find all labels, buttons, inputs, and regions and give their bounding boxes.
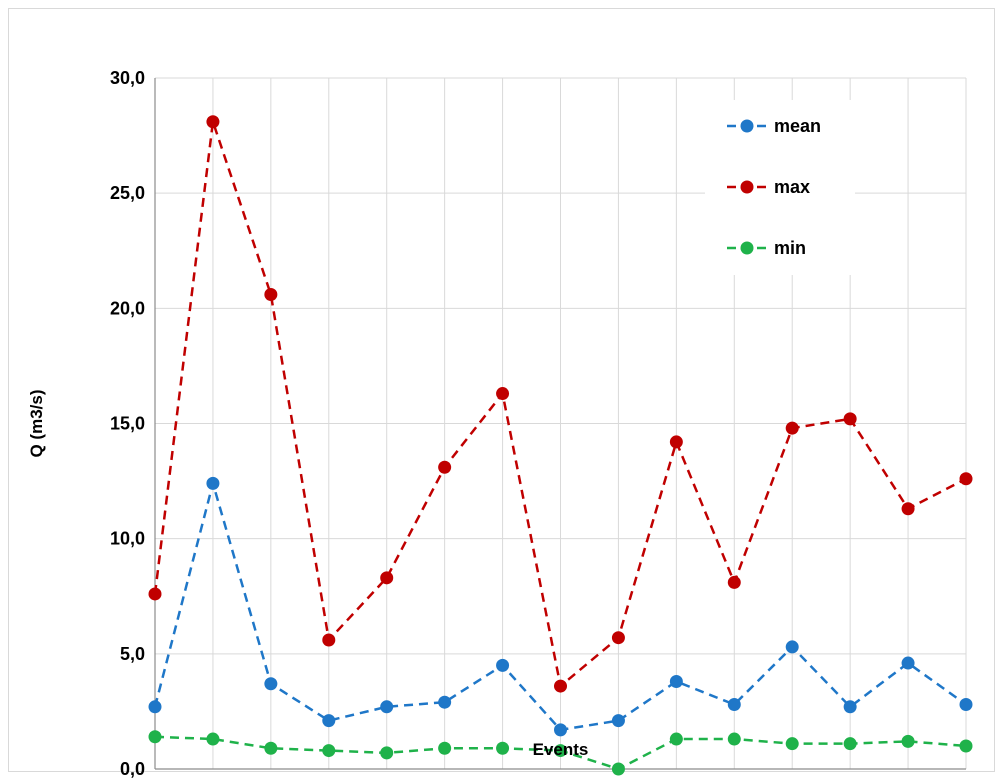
y-axis-title: Q (m3/s) — [27, 389, 46, 457]
data-point-mean — [554, 723, 567, 737]
data-point-max — [496, 387, 510, 401]
data-point-mean — [959, 698, 973, 712]
data-point-mean — [206, 476, 220, 490]
data-point-mean — [148, 700, 162, 714]
data-point-max — [727, 575, 741, 589]
data-point-mean — [901, 656, 915, 670]
data-point-max — [264, 288, 278, 302]
legend-marker-min — [740, 241, 754, 255]
data-point-mean — [727, 698, 741, 712]
data-point-mean — [843, 700, 857, 714]
data-point-min — [438, 741, 452, 755]
data-point-min — [611, 762, 625, 776]
data-point-mean — [438, 695, 452, 709]
data-point-min — [554, 744, 567, 758]
data-point-max — [148, 587, 162, 601]
data-point-mean — [322, 714, 336, 728]
y-tick-label: 20,0 — [110, 298, 145, 318]
y-tick-label: 30,0 — [110, 68, 145, 88]
data-point-min — [496, 741, 510, 755]
data-point-min — [669, 732, 683, 746]
data-point-min — [148, 730, 162, 744]
data-point-min — [727, 732, 741, 746]
data-point-max — [322, 633, 336, 647]
data-point-max — [785, 421, 799, 435]
axes: 0,05,010,015,020,025,030,012345678910111… — [110, 68, 966, 779]
legend-marker-max — [740, 180, 754, 194]
y-tick-label: 15,0 — [110, 414, 145, 434]
data-point-mean — [380, 700, 394, 714]
data-point-max — [669, 435, 683, 449]
data-point-min — [380, 746, 394, 760]
data-point-mean — [264, 677, 278, 691]
legend-label-min: min — [774, 238, 806, 258]
legend-marker-mean — [740, 119, 754, 133]
data-point-mean — [785, 640, 799, 654]
data-point-max — [843, 412, 857, 426]
data-point-mean — [496, 658, 510, 672]
legend-label-max: max — [774, 177, 810, 197]
y-tick-label: 0,0 — [120, 759, 145, 779]
y-tick-label: 5,0 — [120, 644, 145, 664]
y-tick-label: 10,0 — [110, 529, 145, 549]
data-point-max — [959, 472, 973, 486]
data-point-max — [901, 502, 915, 516]
data-point-max — [611, 631, 625, 645]
data-point-max — [380, 571, 394, 585]
data-point-min — [322, 744, 336, 758]
data-point-min — [843, 737, 857, 751]
x-axis-title: Events — [533, 740, 589, 759]
data-point-mean — [669, 674, 683, 688]
data-point-min — [959, 739, 973, 753]
data-point-min — [206, 732, 220, 746]
y-tick-label: 25,0 — [110, 183, 145, 203]
data-point-min — [264, 741, 278, 755]
legend: mean max min — [705, 100, 855, 275]
data-point-min — [901, 734, 915, 748]
legend-label-mean: mean — [774, 116, 821, 136]
data-point-min — [785, 737, 799, 751]
data-point-max — [554, 679, 567, 693]
data-point-max — [438, 460, 452, 474]
data-point-max — [206, 115, 220, 129]
data-point-mean — [611, 714, 625, 728]
data-series — [148, 115, 973, 776]
